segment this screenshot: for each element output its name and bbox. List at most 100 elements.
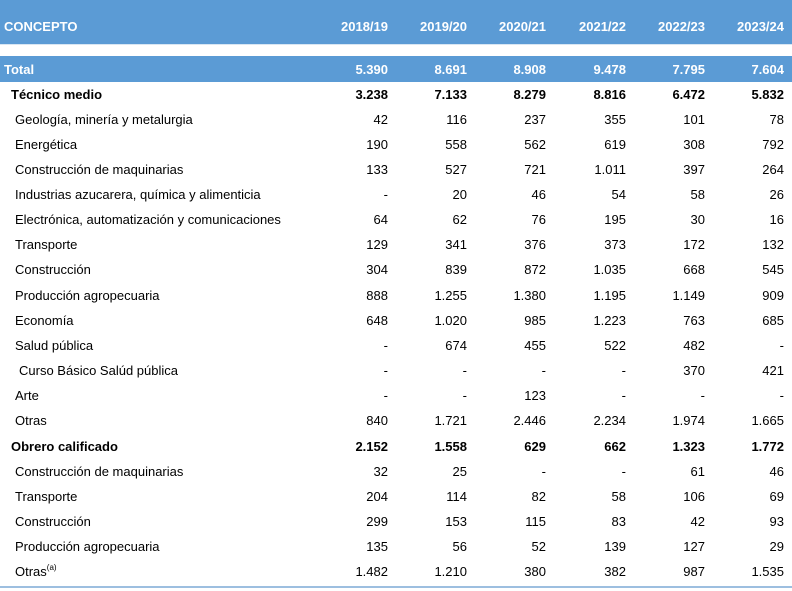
table-cell: 1.558 <box>434 439 467 454</box>
table-cell: 153 <box>445 514 467 529</box>
table-cell: 1.721 <box>434 413 467 428</box>
table-cell: 1.323 <box>672 439 705 454</box>
table-cell: 6.472 <box>672 87 705 102</box>
header-year-0: 2018/19 <box>341 19 388 34</box>
table-cell: 52 <box>531 539 546 554</box>
table-cell: - <box>779 338 784 353</box>
footnote-marker: (a) <box>46 562 57 572</box>
table-cell: 1.535 <box>751 564 784 579</box>
row-label-text: Industrias azucarera, química y alimenti… <box>15 187 261 202</box>
table-cell: 29 <box>769 539 784 554</box>
table-cell: 127 <box>683 539 705 554</box>
table-cell: 380 <box>524 564 546 579</box>
table-cell: - <box>779 388 784 403</box>
table-cell: 237 <box>524 112 546 127</box>
table-cell: 83 <box>611 514 626 529</box>
table-cell: 1.223 <box>593 313 626 328</box>
table-cell: 82 <box>531 489 546 504</box>
table-cell: 674 <box>445 338 467 353</box>
table-cell: - <box>462 363 467 378</box>
table-cell: 54 <box>611 187 626 202</box>
bottom-rule <box>0 586 792 588</box>
table-cell: 123 <box>524 388 546 403</box>
row-label-text: Total <box>4 62 35 77</box>
table-header-bar <box>0 0 792 44</box>
table-cell: 455 <box>524 338 546 353</box>
table-cell: 129 <box>366 237 388 252</box>
header-year-2: 2020/21 <box>499 19 546 34</box>
row-label-text: Economía <box>15 313 74 328</box>
table-cell: 763 <box>683 313 705 328</box>
row-label: Curso Básico Salúd pública <box>19 363 178 379</box>
table-cell: 61 <box>690 464 705 479</box>
table-cell: 139 <box>604 539 626 554</box>
table-cell: 382 <box>604 564 626 579</box>
table-cell: 2.446 <box>513 413 546 428</box>
row-label-text: Geología, minería y metalurgia <box>15 112 193 127</box>
table-cell: 7.795 <box>672 62 705 77</box>
table-cell: - <box>541 363 546 378</box>
table-cell: 32 <box>373 464 388 479</box>
table-cell: 114 <box>446 489 467 504</box>
table-cell: 78 <box>769 112 784 127</box>
table-cell: 1.772 <box>751 439 784 454</box>
table-cell: 662 <box>604 439 626 454</box>
table-cell: 376 <box>524 237 546 252</box>
table-cell: 629 <box>524 439 546 454</box>
table-cell: 299 <box>366 514 388 529</box>
table-cell: 8.691 <box>434 62 467 77</box>
row-label: Construcción <box>15 262 91 278</box>
table-cell: - <box>541 464 546 479</box>
table-cell: 101 <box>683 112 705 127</box>
table-cell: 985 <box>524 313 546 328</box>
table-cell: 7.133 <box>434 87 467 102</box>
table-cell: 562 <box>524 137 546 152</box>
total-row-label: Total <box>4 62 34 78</box>
table-cell: 308 <box>683 137 705 152</box>
row-label: Producción agropecuaria <box>15 288 160 304</box>
row-label-text: Construcción de maquinarias <box>15 162 184 177</box>
table-cell: 133 <box>366 162 388 177</box>
table-cell: 840 <box>366 413 388 428</box>
row-label: Otras <box>15 413 47 429</box>
table-cell: - <box>621 363 626 378</box>
table-cell: - <box>621 464 626 479</box>
table-cell: 16 <box>769 212 784 227</box>
row-label: Economía <box>15 313 74 329</box>
table-cell: - <box>383 363 388 378</box>
table-cell: 1.020 <box>434 313 467 328</box>
table-cell: 264 <box>762 162 784 177</box>
table-cell: 20 <box>452 187 467 202</box>
table-cell: 7.604 <box>751 62 784 77</box>
table-cell: 619 <box>604 137 626 152</box>
row-label-text: Energética <box>15 137 78 152</box>
table-cell: 62 <box>452 212 467 227</box>
row-label-text: Construcción <box>15 514 91 529</box>
section-row-label: Obrero calificado <box>11 439 118 455</box>
table-cell: 1.255 <box>434 288 467 303</box>
row-label-text: Otras <box>15 413 47 428</box>
table-cell: 5.832 <box>751 87 784 102</box>
table-cell: 56 <box>452 539 467 554</box>
table-cell: 93 <box>769 514 784 529</box>
table-cell: - <box>383 338 388 353</box>
row-label-text: Otras <box>15 564 47 579</box>
table-cell: 115 <box>525 514 546 529</box>
table-cell: 721 <box>524 162 546 177</box>
total-row-bar <box>0 56 792 82</box>
table-cell: 1.665 <box>751 413 784 428</box>
table-cell: 8.908 <box>513 62 546 77</box>
table-cell: 1.149 <box>672 288 705 303</box>
table-cell: 1.035 <box>593 262 626 277</box>
table-cell: 26 <box>769 187 784 202</box>
table-cell: 58 <box>611 489 626 504</box>
table-cell: 106 <box>683 489 705 504</box>
row-label-text: Producción agropecuaria <box>15 539 160 554</box>
table-cell: 30 <box>690 212 705 227</box>
header-concept: CONCEPTO <box>4 19 78 34</box>
row-label: Otras(a) <box>15 562 57 580</box>
table-cell: - <box>383 187 388 202</box>
table-cell: 42 <box>373 112 388 127</box>
table-cell: 872 <box>524 262 546 277</box>
